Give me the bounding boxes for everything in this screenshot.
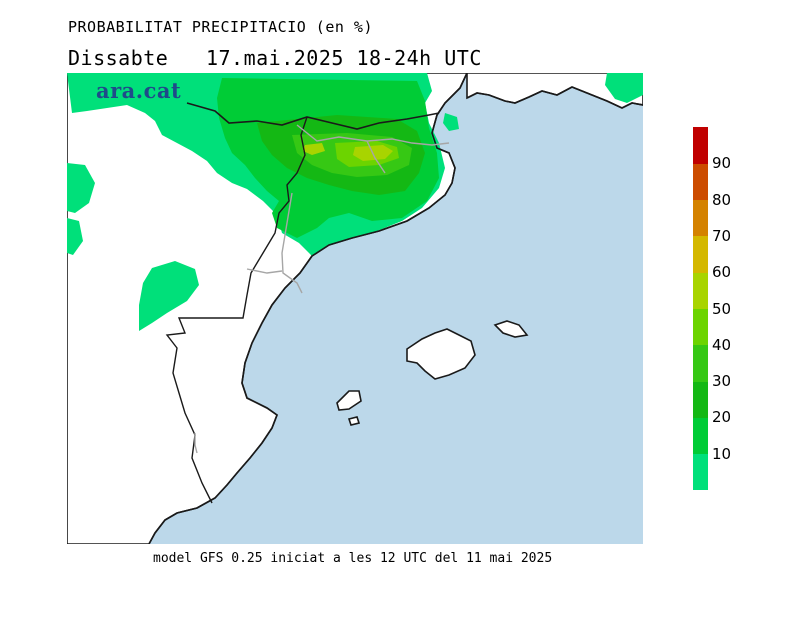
legend-swatch: [693, 235, 708, 273]
mallorca-island: [406, 328, 476, 380]
legend-label: 60: [712, 263, 732, 282]
coastline: [148, 73, 468, 544]
legend-swatch: [693, 127, 708, 164]
formentera-island: [347, 416, 361, 426]
legend-label: 30: [712, 372, 732, 391]
legend-label: 40: [712, 335, 732, 354]
chart-subtitle: Dissabte 17.mai.2025 18-24h UTC: [68, 46, 482, 70]
legend-swatch: [693, 381, 708, 418]
legend-label: 20: [712, 408, 732, 427]
precipitation-map: [67, 73, 643, 544]
ara-logo[interactable]: ara.cat: [96, 78, 182, 103]
legend-label: 70: [712, 226, 732, 245]
legend-swatch: [693, 199, 708, 237]
legend-label: 10: [712, 444, 732, 463]
legend-label: 80: [712, 190, 732, 209]
legend-label: 50: [712, 299, 732, 318]
province-borders: [194, 124, 450, 454]
france-coastline: [466, 86, 643, 109]
legend-swatch: [693, 272, 708, 309]
legend-swatch: [693, 453, 708, 491]
legend-swatch: [693, 163, 708, 201]
menorca-island: [493, 320, 529, 338]
ibiza-island: [336, 390, 362, 411]
legend-label: 90: [712, 154, 732, 173]
legend-swatch: [693, 417, 708, 455]
national-border: [186, 102, 440, 130]
chart-title: PROBABILITAT PRECIPITACIO (en %): [68, 18, 373, 36]
legend-swatch: [693, 308, 708, 346]
model-info-footer: model GFS 0.25 iniciat a les 12 UTC del …: [153, 551, 553, 566]
legend-swatch: [693, 344, 708, 382]
region-border: [165, 116, 308, 504]
